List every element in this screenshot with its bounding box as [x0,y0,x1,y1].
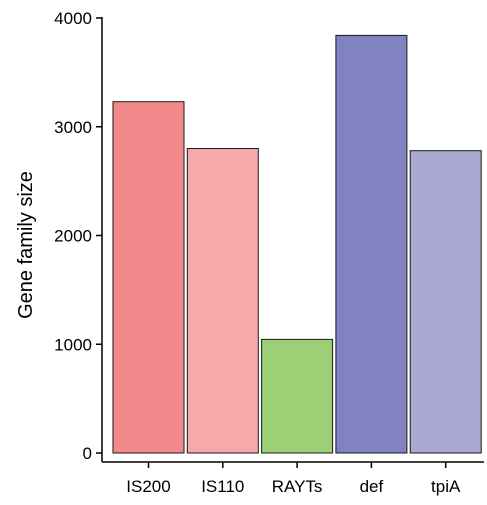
x-tick-label-rayts: RAYTs [272,477,323,496]
x-tick-label-is200: IS200 [126,477,170,496]
y-tick-label-3000: 3000 [54,118,92,137]
bar-tpia [410,151,481,453]
bars-group [113,35,481,453]
bar-is200 [113,102,184,453]
y-tick-label-0: 0 [83,444,92,463]
bar-def [336,35,407,453]
x-tick-label-def: def [360,477,384,496]
y-tick-label-1000: 1000 [54,335,92,354]
x-tick-label-tpia: tpiA [431,477,461,496]
y-tick-label-4000: 4000 [54,9,92,28]
y-tick-label-2000: 2000 [54,227,92,246]
bar-is110 [187,149,258,454]
y-axis-ticks: 0 1000 2000 3000 4000 [54,9,102,463]
y-axis-title: Gene family size [15,171,37,319]
x-axis-ticks: IS200 IS110 RAYTs def tpiA [126,462,461,496]
x-tick-label-is110: IS110 [201,477,244,496]
bar-rayts [262,339,333,453]
